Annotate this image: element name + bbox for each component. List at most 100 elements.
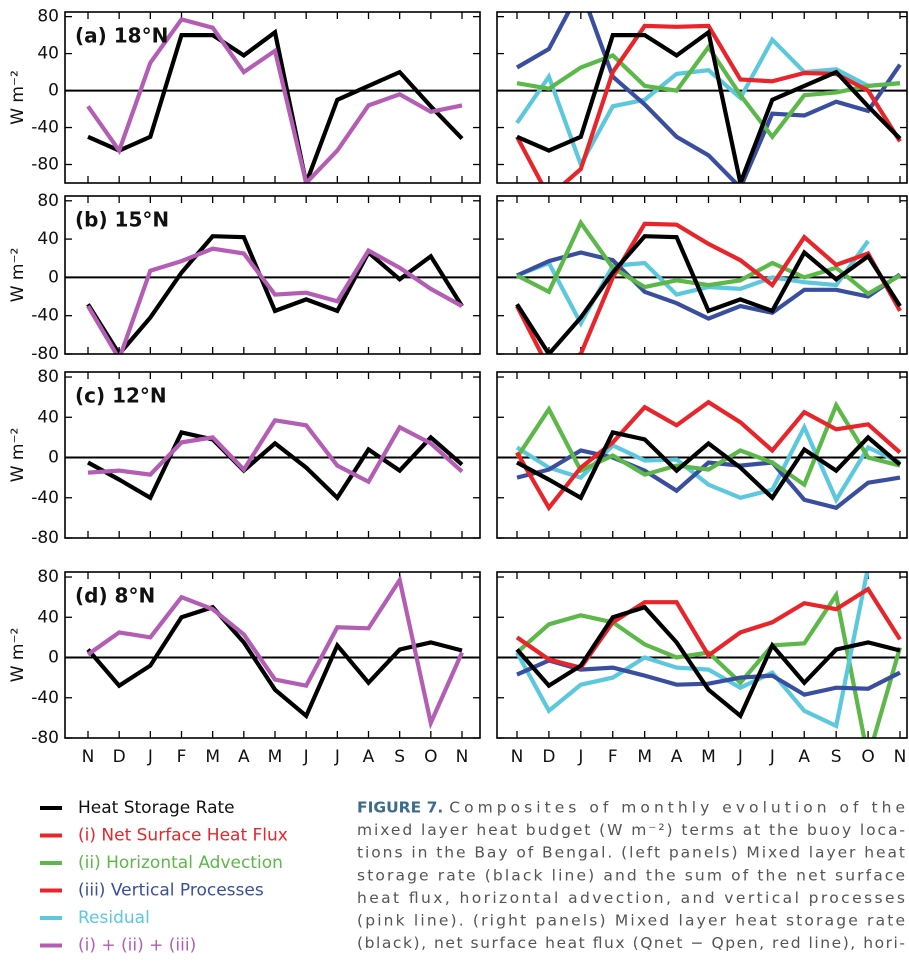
series-line — [515, 221, 902, 354]
series-line — [515, 23, 902, 183]
x-tick-label: M — [205, 747, 220, 767]
y-tick-label: -80 — [31, 528, 59, 548]
plot-area — [86, 418, 464, 502]
x-tick-label: N — [894, 747, 907, 767]
x-tick-label: O — [424, 747, 437, 767]
frame — [496, 195, 908, 355]
x-tick-label: A — [363, 747, 375, 767]
y-tick-label: 0 — [48, 267, 59, 287]
series-line — [516, 429, 902, 502]
caption-line: (pink line). (right panels) Mixed layer … — [357, 912, 905, 930]
x-tick-label: A — [238, 747, 250, 767]
y-tick-label: 40 — [37, 229, 59, 249]
y-tick-label: -40 — [31, 688, 59, 708]
caption-line: Composites of monthly evolution of the — [449, 799, 905, 817]
x-tick-label: J — [577, 747, 583, 767]
frame — [496, 371, 908, 539]
y-tick-label: -80 — [31, 728, 59, 748]
series-line — [86, 234, 464, 354]
plot-area — [515, 399, 902, 512]
panel-label: (a) 18°N — [75, 24, 168, 48]
legend-label: (iii) Vertical Processes — [78, 881, 264, 901]
x-tick-label: A — [671, 747, 683, 767]
y-axis-label: W m⁻² — [8, 248, 28, 303]
x-tick-label: N — [511, 747, 524, 767]
y-tick-label: 0 — [48, 448, 59, 468]
legend-label: (ii) Horizontal Advection — [78, 853, 283, 873]
plot-area — [86, 234, 464, 354]
plot-area — [86, 16, 464, 183]
x-tick-label: S — [394, 747, 405, 767]
series-line — [516, 218, 902, 297]
y-tick-label: 0 — [48, 648, 59, 668]
y-axis-label: W m⁻² — [8, 70, 28, 125]
plot-area — [515, 218, 902, 354]
y-tick-label: -40 — [31, 118, 59, 138]
series-line — [516, 28, 902, 183]
x-tick-label: D — [542, 747, 555, 767]
series-line — [516, 239, 870, 328]
caption-line: mixed layer heat budget (W m⁻²) terms at… — [357, 821, 905, 839]
x-tick-label: A — [798, 747, 810, 767]
y-tick-label: 80 — [37, 367, 59, 387]
caption-line: tions in the Bay of Bengal. (left panels… — [357, 844, 905, 862]
x-tick-label: M — [701, 747, 716, 767]
x-tick-label: N — [82, 747, 95, 767]
x-tick-label: J — [303, 747, 309, 767]
y-tick-label: 40 — [37, 44, 59, 64]
panel-label: (c) 12°N — [75, 384, 167, 408]
series-line — [515, 422, 901, 505]
x-tick-label: J — [769, 747, 775, 767]
x-tick-label: J — [147, 747, 153, 767]
frame — [496, 11, 908, 184]
series-line — [516, 43, 901, 141]
frame — [64, 371, 481, 539]
panel-label: (d) 8°N — [75, 584, 155, 608]
series-line — [515, 604, 901, 720]
x-tick-label: J — [334, 747, 340, 767]
caption-line: heat flux, horizontal advection, and ver… — [357, 889, 905, 907]
y-tick-label: 0 — [48, 81, 59, 101]
series-line — [86, 574, 464, 730]
x-tick-label: M — [637, 747, 652, 767]
x-tick-label: F — [177, 747, 187, 767]
series-line — [86, 16, 463, 183]
x-tick-label: N — [456, 747, 469, 767]
caption-line: storage rate (black line) and the sum of… — [357, 866, 905, 884]
series-line — [87, 28, 464, 183]
legend-label: (i) Net Surface Heat Flux — [78, 826, 288, 846]
frame — [64, 195, 481, 355]
plot-area — [86, 574, 464, 730]
y-tick-label: 40 — [37, 607, 59, 627]
series-line — [515, 234, 902, 354]
x-tick-label: F — [608, 747, 618, 767]
series-line — [515, 399, 902, 512]
legend-label: Residual — [78, 908, 150, 928]
y-tick-label: 80 — [37, 567, 59, 587]
plot-area — [515, 12, 902, 183]
legend-label: Heat Storage Rate — [78, 798, 235, 818]
plot-area — [515, 572, 903, 738]
x-tick-label: S — [831, 747, 842, 767]
y-tick-label: -40 — [31, 306, 59, 326]
series-line — [515, 12, 902, 183]
panel-label: (b) 15°N — [75, 208, 169, 232]
caption-label: FIGURE 7. — [357, 799, 443, 817]
y-tick-label: -80 — [31, 344, 59, 364]
x-tick-label: J — [737, 747, 743, 767]
series-line — [516, 250, 902, 321]
y-tick-label: 80 — [37, 7, 59, 27]
frame — [64, 11, 481, 184]
series-line — [516, 448, 901, 511]
series-line — [86, 604, 463, 720]
x-tick-label: M — [268, 747, 283, 767]
series-line — [86, 246, 464, 354]
y-axis-label: W m⁻² — [8, 428, 28, 483]
y-tick-label: 80 — [37, 191, 59, 211]
y-tick-label: 40 — [37, 407, 59, 427]
frame — [496, 571, 908, 739]
y-tick-label: -80 — [31, 155, 59, 175]
y-axis-label: W m⁻² — [8, 628, 28, 683]
x-tick-label: O — [861, 747, 874, 767]
series-line — [87, 418, 464, 485]
